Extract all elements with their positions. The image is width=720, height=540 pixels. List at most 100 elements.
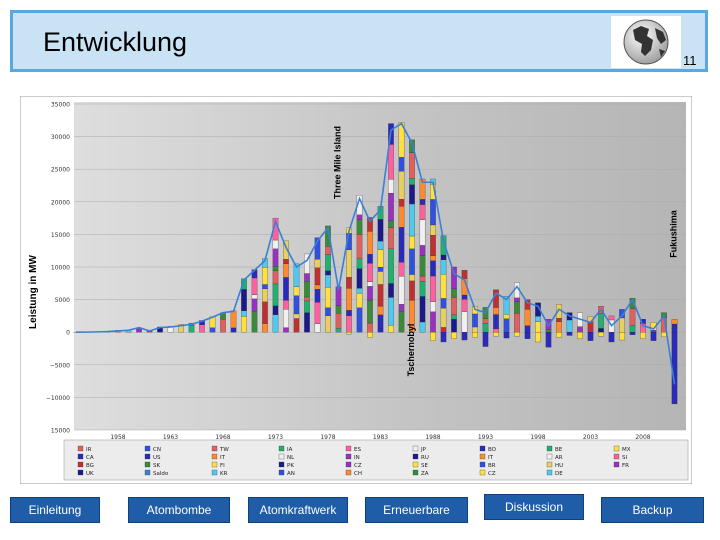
bar-segment <box>388 220 394 229</box>
bar-segment <box>241 278 247 290</box>
bar-segment <box>325 254 331 272</box>
bar-segment <box>398 199 405 207</box>
bar-segment <box>419 199 426 205</box>
legend-label: BR <box>488 463 496 469</box>
legend-swatch <box>345 461 352 468</box>
bar-segment <box>293 263 300 287</box>
bar-segment <box>293 313 300 319</box>
legend-swatch <box>479 469 486 476</box>
bar-segment <box>514 301 520 314</box>
nav-button-erneuerbare[interactable]: Erneuerbare <box>365 497 468 523</box>
legend-label: CH <box>354 471 362 477</box>
bar-segment <box>398 157 405 172</box>
bar-segment <box>440 254 447 260</box>
x-tick-label: 1958 <box>110 434 125 441</box>
bar-segment <box>619 309 625 319</box>
bar-segment <box>419 204 426 220</box>
bar-segment <box>356 219 363 235</box>
bar-segment <box>535 316 541 322</box>
y-tick-label: 35000 <box>51 102 70 109</box>
bar-segment <box>430 199 436 226</box>
bar-segment <box>367 281 373 287</box>
bar-segment <box>377 271 384 285</box>
bar-segment <box>419 178 426 200</box>
bar-segment <box>472 326 478 333</box>
nav-button-einleitung[interactable]: Einleitung <box>10 497 100 523</box>
legend-swatch <box>278 453 285 460</box>
bar-segment <box>430 311 436 333</box>
bar-segment <box>545 329 552 333</box>
bar-negative <box>587 332 594 341</box>
bar-segment <box>356 292 363 308</box>
bar-negative <box>430 332 436 341</box>
bar-negative <box>545 332 552 348</box>
bar-negative <box>461 332 468 341</box>
nav-button-atomkraftwerk[interactable]: Atomkraftwerk <box>248 497 348 523</box>
legend-swatch <box>613 461 620 468</box>
bar-segment <box>356 258 363 269</box>
bar-negative <box>598 332 604 337</box>
bar-segment <box>419 219 426 246</box>
bar-segment <box>335 305 342 314</box>
bar-segment <box>430 235 436 256</box>
bar-segment <box>335 313 342 329</box>
y-tick-label: 25000 <box>51 167 70 174</box>
saldo-line <box>75 122 676 385</box>
legend-label: PK <box>287 463 294 469</box>
bar-negative <box>535 332 541 343</box>
bar-segment <box>314 237 321 260</box>
legend-swatch <box>345 445 352 452</box>
bar-segment <box>419 296 426 323</box>
nav-button-diskussion[interactable]: Diskussion <box>484 494 584 520</box>
legend-swatch <box>479 445 486 452</box>
bar-segment <box>493 314 499 329</box>
bar-segment <box>304 300 310 313</box>
bar-segment <box>398 206 405 228</box>
bar-segment <box>241 316 247 333</box>
bar-segment <box>430 224 436 236</box>
legend-swatch <box>479 461 486 468</box>
legend-swatch <box>77 461 84 468</box>
bar-segment <box>293 286 300 296</box>
legend-swatch <box>77 445 84 452</box>
bar-segment <box>356 214 363 220</box>
bar-segment <box>304 273 310 282</box>
bar-segment <box>503 314 510 319</box>
bar-segment <box>304 312 310 333</box>
bar-segment <box>325 270 331 276</box>
bar-segment <box>440 327 447 333</box>
bar-segment <box>272 283 279 306</box>
legend-swatch <box>412 453 419 460</box>
bar-segment <box>293 295 300 315</box>
legend-swatch <box>345 453 352 460</box>
bar-negative <box>629 332 636 335</box>
nav-button-backup[interactable]: Backup <box>601 497 704 523</box>
bar-segment <box>629 325 636 333</box>
nav-button-atombombe[interactable]: Atombombe <box>128 497 230 523</box>
y-tick-label: 0 <box>66 330 70 337</box>
legend-swatch <box>77 453 84 460</box>
bar-segment <box>556 318 562 322</box>
bar-negative <box>346 332 352 335</box>
bar-segment <box>314 284 321 290</box>
bar-segment <box>461 294 468 300</box>
legend-label: Saldo <box>153 471 169 477</box>
bar-segment <box>251 311 258 333</box>
bars-layer <box>73 122 678 405</box>
bar-segment <box>377 266 384 272</box>
legend-label: BO <box>488 447 497 453</box>
legend-swatch <box>345 469 352 476</box>
bar-segment <box>262 323 268 333</box>
bar-segment <box>440 235 447 256</box>
bar-segment <box>440 259 447 275</box>
bar-negative <box>524 332 531 339</box>
bar-segment <box>272 248 279 267</box>
bar-segment <box>377 249 384 268</box>
legend-swatch <box>546 445 553 452</box>
bar-segment <box>325 315 331 333</box>
bar-segment <box>440 274 447 299</box>
legend-swatch <box>144 469 151 476</box>
legend-swatch <box>546 469 553 476</box>
bar-segment <box>283 309 289 328</box>
bar-segment <box>367 254 373 264</box>
